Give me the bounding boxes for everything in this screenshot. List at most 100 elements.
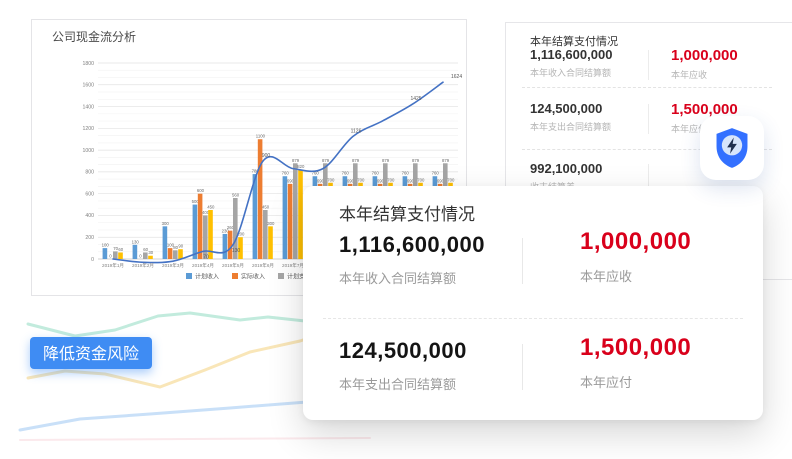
popup-metric: 1,116,600,000 本年收入合同结算额 bbox=[339, 232, 485, 287]
svg-text:0: 0 bbox=[91, 257, 94, 263]
popup-label: 本年支出合同结算额 bbox=[339, 377, 457, 392]
popup-title: 本年结算支付情况 bbox=[339, 205, 475, 224]
svg-text:130: 130 bbox=[132, 239, 140, 244]
svg-text:1400: 1400 bbox=[82, 104, 94, 110]
svg-text:60: 60 bbox=[143, 247, 148, 252]
svg-text:130: 130 bbox=[232, 248, 241, 254]
popup-value: 1,116,600,000 bbox=[339, 232, 485, 257]
svg-text:800: 800 bbox=[85, 170, 94, 176]
svg-text:690: 690 bbox=[287, 178, 295, 183]
summary-panel-title: 本年结算支付情况 bbox=[530, 36, 618, 48]
svg-text:100: 100 bbox=[167, 243, 175, 248]
svg-text:200: 200 bbox=[85, 235, 94, 241]
settlement-popup-card: 本年结算支付情况 1,116,600,000 本年收入合同结算额 1,000,0… bbox=[303, 186, 763, 420]
svg-text:1000: 1000 bbox=[82, 148, 94, 154]
popup-label: 本年应收 bbox=[580, 269, 633, 284]
svg-text:690: 690 bbox=[437, 178, 445, 183]
svg-text:400: 400 bbox=[202, 210, 210, 215]
cashflow-card-title: 公司现金流分析 bbox=[52, 30, 137, 44]
svg-text:2019年1月: 2019年1月 bbox=[102, 262, 124, 269]
column-divider bbox=[648, 164, 649, 194]
svg-text:2019年5月: 2019年5月 bbox=[222, 262, 244, 269]
svg-text:30: 30 bbox=[148, 250, 153, 255]
svg-text:1600: 1600 bbox=[82, 83, 94, 89]
svg-text:879: 879 bbox=[292, 158, 300, 163]
svg-text:300: 300 bbox=[162, 221, 170, 226]
column-divider bbox=[522, 344, 523, 390]
svg-text:2019年6月: 2019年6月 bbox=[252, 262, 274, 269]
svg-text:700: 700 bbox=[447, 177, 455, 182]
svg-text:879: 879 bbox=[352, 158, 360, 163]
svg-text:60: 60 bbox=[118, 247, 123, 252]
svg-text:80: 80 bbox=[173, 245, 178, 250]
svg-text:100: 100 bbox=[102, 243, 110, 248]
svg-text:879: 879 bbox=[382, 158, 390, 163]
svg-text:计划收入: 计划收入 bbox=[195, 273, 219, 281]
summary-value: 992,100,000 bbox=[530, 161, 603, 176]
column-divider bbox=[522, 238, 523, 284]
dashed-divider bbox=[522, 87, 772, 88]
svg-text:230: 230 bbox=[222, 228, 230, 233]
reduce-risk-badge[interactable]: 降低资金风险 bbox=[30, 337, 153, 369]
svg-text:879: 879 bbox=[322, 158, 330, 163]
svg-text:700: 700 bbox=[327, 177, 335, 182]
popup-metric: 1,500,000 本年应付 bbox=[580, 334, 691, 391]
svg-text:1200: 1200 bbox=[82, 126, 94, 132]
popup-label: 本年应付 bbox=[580, 375, 633, 390]
svg-text:1800: 1800 bbox=[82, 61, 94, 67]
svg-text:690: 690 bbox=[347, 178, 355, 183]
svg-text:600: 600 bbox=[197, 188, 205, 193]
svg-text:1100: 1100 bbox=[256, 134, 266, 139]
dashed-divider bbox=[323, 318, 743, 319]
shield-lightning-icon bbox=[716, 128, 748, 168]
summary-value-red: 1,500,000 bbox=[671, 101, 738, 118]
svg-text:879: 879 bbox=[442, 158, 450, 163]
column-divider bbox=[648, 104, 649, 134]
svg-text:700: 700 bbox=[357, 177, 365, 182]
svg-text:450: 450 bbox=[262, 205, 270, 210]
svg-text:计划支出: 计划支出 bbox=[287, 273, 311, 281]
svg-text:90: 90 bbox=[178, 244, 183, 249]
summary-label: 本年收入合同结算额 bbox=[530, 68, 612, 78]
summary-value: 124,500,000 bbox=[530, 101, 603, 116]
popup-value-red: 1,500,000 bbox=[580, 334, 692, 361]
dashed-divider bbox=[522, 149, 772, 150]
popup-metric: 1,000,000 本年应收 bbox=[580, 228, 691, 285]
svg-text:760: 760 bbox=[312, 171, 320, 176]
svg-text:690: 690 bbox=[377, 178, 385, 183]
svg-text:760: 760 bbox=[402, 171, 410, 176]
column-divider bbox=[648, 50, 649, 80]
svg-text:0: 0 bbox=[139, 254, 142, 259]
svg-text:879: 879 bbox=[412, 158, 420, 163]
summary-row: 1,116,600,000 本年收入合同结算额 1,000,000 本年应收 bbox=[530, 47, 738, 81]
risk-shield-button[interactable] bbox=[700, 116, 764, 180]
svg-text:690: 690 bbox=[407, 178, 415, 183]
svg-text:820: 820 bbox=[297, 164, 305, 169]
svg-text:760: 760 bbox=[342, 171, 350, 176]
svg-text:70: 70 bbox=[113, 246, 118, 251]
popup-value-red: 1,000,000 bbox=[580, 228, 692, 255]
svg-text:450: 450 bbox=[207, 205, 215, 210]
svg-text:760: 760 bbox=[432, 171, 440, 176]
svg-text:2019年3月: 2019年3月 bbox=[162, 262, 184, 269]
svg-text:700: 700 bbox=[417, 177, 425, 182]
popup-metric: 124,500,000 本年支出合同结算额 bbox=[339, 338, 467, 393]
summary-value: 1,116,600,000 bbox=[530, 47, 613, 62]
svg-text:1425: 1425 bbox=[410, 96, 421, 102]
svg-text:760: 760 bbox=[282, 171, 290, 176]
svg-text:690: 690 bbox=[317, 178, 325, 183]
svg-text:560: 560 bbox=[232, 193, 240, 198]
svg-text:700: 700 bbox=[387, 177, 395, 182]
svg-text:2019年4月: 2019年4月 bbox=[192, 262, 214, 269]
cashflow-card: 公司现金流分析 0 200 400 600 800 1000 1200 1400 1600 180… bbox=[31, 19, 467, 296]
svg-text:900: 900 bbox=[262, 153, 271, 159]
svg-text:400: 400 bbox=[85, 213, 94, 219]
svg-text:600: 600 bbox=[85, 191, 94, 197]
popup-label: 本年收入合同结算额 bbox=[339, 271, 457, 286]
summary-row: 124,500,000 本年支出合同结算额 1,500,000 本年应付 bbox=[530, 101, 738, 135]
svg-text:200: 200 bbox=[237, 232, 245, 237]
svg-text:实际收入: 实际收入 bbox=[241, 273, 265, 281]
svg-text:1624: 1624 bbox=[451, 74, 462, 80]
